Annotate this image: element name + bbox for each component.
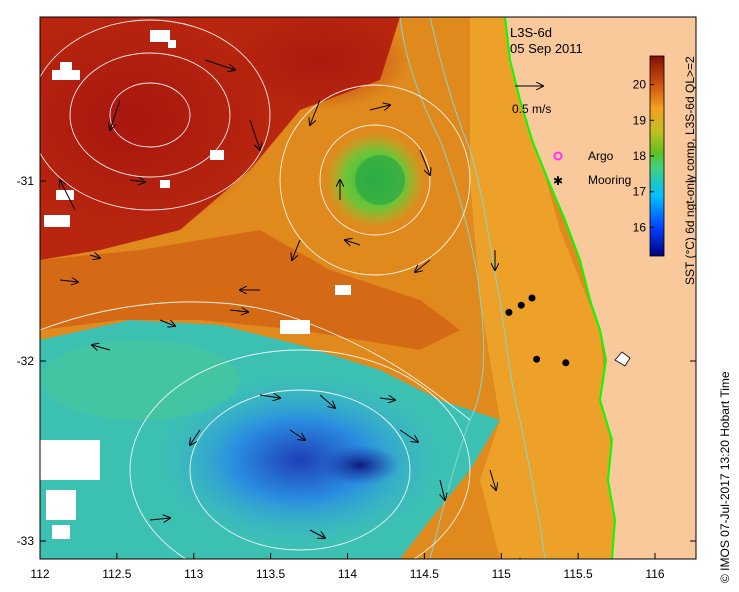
sst-field [40,17,696,560]
plot-frame [39,16,697,560]
colorbar: 16 17 18 19 20 SST (°C) 6d ngt-only comp, L3… [633,55,697,285]
colorbar-tick-label: 17 [633,185,647,199]
x-tick-label: 114.5 [410,567,439,581]
mooring-point [517,301,525,309]
x-tick-label: 112 [30,567,49,581]
ssh-contours [40,19,471,559]
x-axis: 112 112.5 113 113.5 114 114.5 115 115.5 116 [30,553,665,581]
y-tick-label: -33 [17,534,35,548]
mooring-markers [505,294,570,367]
argo-marker-icon [553,151,563,161]
x-tick-label: 115 [492,567,511,581]
velocity-scale-label: 0.5 m/s [512,102,551,116]
x-tick-label: 113.5 [256,567,285,581]
credit-text: © IMOS 07-Jul-2017 13:20 Hobart Time [718,371,732,583]
x-tick-label: 115.5 [564,567,593,581]
argo-label: Argo [588,149,614,163]
y-tick-label: -31 [17,174,35,188]
velocity-arrows [60,59,520,560]
mooring-point [533,355,541,363]
cloud-gaps [40,30,351,539]
y-axis: -31 -32 -33 [17,174,696,548]
mooring-marker-icon: ✱ [553,174,563,188]
velocity-scale: 0.5 m/s [512,86,551,116]
colorbar-title: SST (°C) 6d ngt-only comp, L3S-6d QL>=2 [683,56,697,285]
date-label: 05 Sep 2011 [510,41,583,56]
legend: Argo ✱ Mooring [553,149,631,188]
x-tick-label: 116 [645,567,664,581]
colorbar-tick-label: 18 [633,149,647,163]
x-tick-label: 112.5 [102,567,131,581]
colorbar-tick-label: 19 [633,113,647,127]
x-tick-label: 113 [184,567,203,581]
x-tick-label: 114 [338,567,357,581]
colorbar-tick-label: 16 [633,220,647,234]
y-tick-label: -32 [17,354,35,368]
mooring-point [505,308,513,316]
mooring-point [528,294,536,302]
colorbar-tick-label: 20 [633,78,647,92]
mooring-point [562,359,570,367]
mooring-label: Mooring [588,173,631,187]
product-label: L3S-6d [510,25,552,40]
